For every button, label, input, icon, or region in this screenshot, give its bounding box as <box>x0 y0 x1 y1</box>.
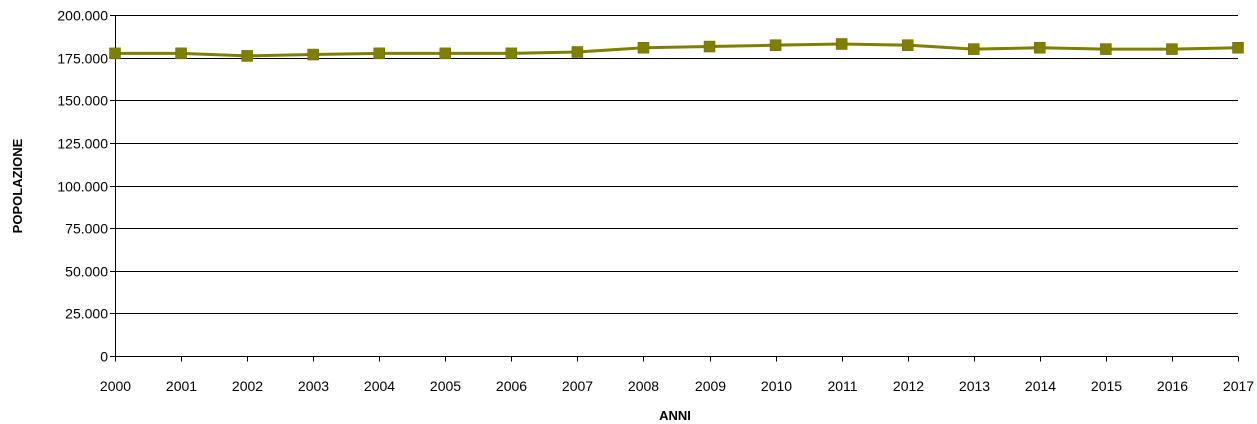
y-tick-label: 0 <box>100 349 108 365</box>
data-point-marker <box>241 50 253 62</box>
data-point-marker <box>637 41 650 54</box>
series-line <box>115 42 1239 58</box>
data-point-marker <box>1166 43 1178 55</box>
data-point-marker <box>1034 41 1046 54</box>
x-tick-label: 2000 <box>100 378 131 394</box>
x-tick-label: 2006 <box>496 378 527 394</box>
y-tick-label: 75.000 <box>65 221 108 237</box>
data-point-marker <box>307 48 319 61</box>
y-tick-label: 150.000 <box>57 93 108 109</box>
data-point-marker <box>769 39 782 51</box>
y-tick-label: 25.000 <box>65 306 108 322</box>
grid-lines <box>115 15 1238 314</box>
series <box>109 38 1244 62</box>
x-tick-label: 2007 <box>562 378 593 394</box>
data-point-marker <box>968 43 980 55</box>
x-tick-label: 2008 <box>628 378 659 394</box>
y-tick-label: 175.000 <box>57 51 108 67</box>
y-axis-title: POPOLAZIONE <box>10 138 25 233</box>
data-point-marker <box>901 39 914 51</box>
x-tick-label: 2014 <box>1025 378 1056 394</box>
x-tick-label: 2002 <box>232 378 263 394</box>
x-tick-label: 2005 <box>430 378 461 394</box>
x-tick-label: 2015 <box>1091 378 1122 394</box>
y-tick-label: 100.000 <box>57 179 108 195</box>
data-point-marker <box>373 47 385 60</box>
x-tick-label: 2016 <box>1157 378 1188 394</box>
axes <box>110 15 1239 362</box>
data-point-marker <box>505 47 518 60</box>
x-tick-label: 2009 <box>695 378 726 394</box>
tick-labels: 0 25.000 50.000 75.000 100.000 125.000 150.000… <box>57 8 1254 395</box>
data-point-marker <box>571 46 584 58</box>
data-point-marker <box>1100 43 1112 55</box>
x-tick-label: 2017 <box>1223 378 1254 394</box>
y-tick-label: 200.000 <box>57 8 108 24</box>
x-tick-label: 2012 <box>893 378 924 394</box>
data-point-marker <box>703 40 716 53</box>
x-tick-label: 2011 <box>827 378 857 394</box>
x-tick-label: 2001 <box>166 378 197 394</box>
data-point-marker <box>175 47 187 60</box>
x-tick-label: 2003 <box>298 378 329 394</box>
data-point-marker <box>109 47 121 60</box>
x-axis-title: ANNI <box>659 408 691 423</box>
x-tick-label: 2004 <box>364 378 395 394</box>
y-tick-label: 125.000 <box>57 136 108 152</box>
data-point-marker <box>439 47 452 60</box>
x-tick-label: 2010 <box>761 378 792 394</box>
y-tick-label: 50.000 <box>65 264 108 280</box>
data-point-marker <box>1232 41 1244 54</box>
data-point-marker <box>835 38 848 50</box>
x-tick-label: 2013 <box>959 378 990 394</box>
